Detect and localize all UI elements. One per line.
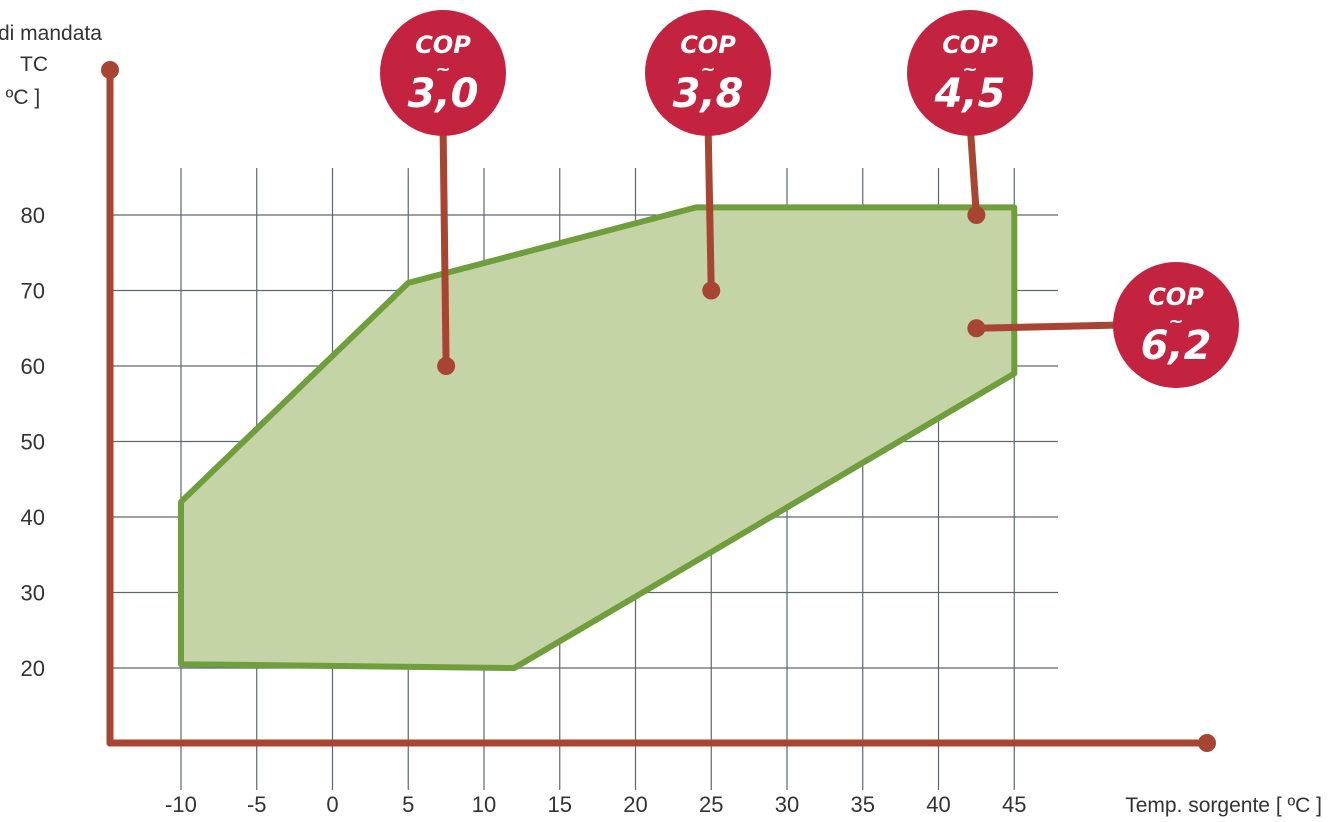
tick-labels: -10 -5 0 5 10 15 20 25 30 35 40 45 20 30 40 50 60 70 80 bbox=[21, 203, 1027, 817]
cop-leader-line bbox=[966, 122, 980, 216]
cop-badge-value: 3,8 bbox=[673, 71, 744, 117]
cop-point-dot bbox=[967, 206, 986, 224]
operating-envelope bbox=[178, 204, 1018, 671]
y-tick-label: 30 bbox=[21, 581, 45, 606]
cop-badge-tilde: ~ bbox=[700, 59, 715, 80]
axes bbox=[101, 61, 1216, 752]
cop-badge-value: 4,5 bbox=[934, 71, 1006, 117]
cop-badge-tilde: ~ bbox=[1168, 311, 1183, 332]
x-axis-end-dot bbox=[1198, 734, 1216, 752]
cop-leader-line bbox=[704, 122, 715, 291]
envelope-area bbox=[178, 204, 1018, 671]
cop-badge bbox=[380, 10, 506, 136]
y-tick-label: 80 bbox=[21, 203, 45, 228]
x-tick-label: 45 bbox=[1002, 792, 1026, 817]
x-tick-label: 25 bbox=[699, 792, 723, 817]
x-tick-label: -10 bbox=[165, 792, 197, 817]
cop-badge bbox=[1113, 262, 1239, 388]
cop-leader-line bbox=[439, 122, 450, 367]
x-axis-title: Temp. sorgente [ ºC ] bbox=[1125, 794, 1322, 817]
cop-badge bbox=[907, 10, 1033, 136]
y-axis-title-line-3: [ ºC ] bbox=[0, 86, 40, 109]
cop-leader-line bbox=[976, 321, 1122, 332]
cop-badge-tilde: ~ bbox=[435, 59, 450, 80]
y-tick-label: 40 bbox=[21, 505, 45, 530]
cop-point-dot bbox=[702, 281, 721, 300]
x-tick-label: -5 bbox=[247, 792, 267, 817]
x-tick-label: 30 bbox=[775, 792, 799, 817]
x-tick-label: 40 bbox=[926, 792, 950, 817]
y-tick-label: 50 bbox=[21, 430, 45, 455]
cop-badge bbox=[645, 10, 771, 136]
cop-marker: COP~4,5 bbox=[907, 10, 1033, 224]
cop-badge-value: 6,2 bbox=[1141, 323, 1212, 369]
y-axis-title-line-2: TC bbox=[20, 53, 48, 76]
y-tick-label: 70 bbox=[21, 279, 45, 304]
cop-badge-title: COP bbox=[942, 31, 998, 59]
x-tick-label: 35 bbox=[851, 792, 875, 817]
cop-badge-title: COP bbox=[1148, 283, 1204, 311]
cop-marker: COP~3,0 bbox=[380, 10, 506, 375]
x-tick-label: 5 bbox=[402, 792, 414, 817]
cop-marker: COP~3,8 bbox=[645, 10, 771, 300]
x-tick-label: 10 bbox=[472, 792, 496, 817]
y-axis-end-dot bbox=[101, 61, 119, 79]
x-tick-label: 20 bbox=[623, 792, 647, 817]
cop-badge-title: COP bbox=[680, 31, 736, 59]
cop-badge-value: 3,0 bbox=[408, 71, 479, 117]
cop-badge-tilde: ~ bbox=[962, 59, 977, 80]
axis-titles: Temp. sorgente [ ºC ] di mandata TC [ ºC… bbox=[0, 22, 1322, 817]
cop-marker: COP~6,2 bbox=[967, 262, 1239, 388]
y-axis-title-line-1: di mandata bbox=[0, 22, 102, 45]
cop-badge-title: COP bbox=[415, 31, 471, 59]
y-tick-label: 60 bbox=[21, 354, 45, 379]
cop-point-dot bbox=[437, 357, 456, 375]
y-tick-label: 20 bbox=[21, 656, 45, 681]
cop-point-dot bbox=[967, 319, 986, 338]
x-tick-label: 15 bbox=[548, 792, 572, 817]
x-tick-label: 0 bbox=[326, 792, 338, 817]
